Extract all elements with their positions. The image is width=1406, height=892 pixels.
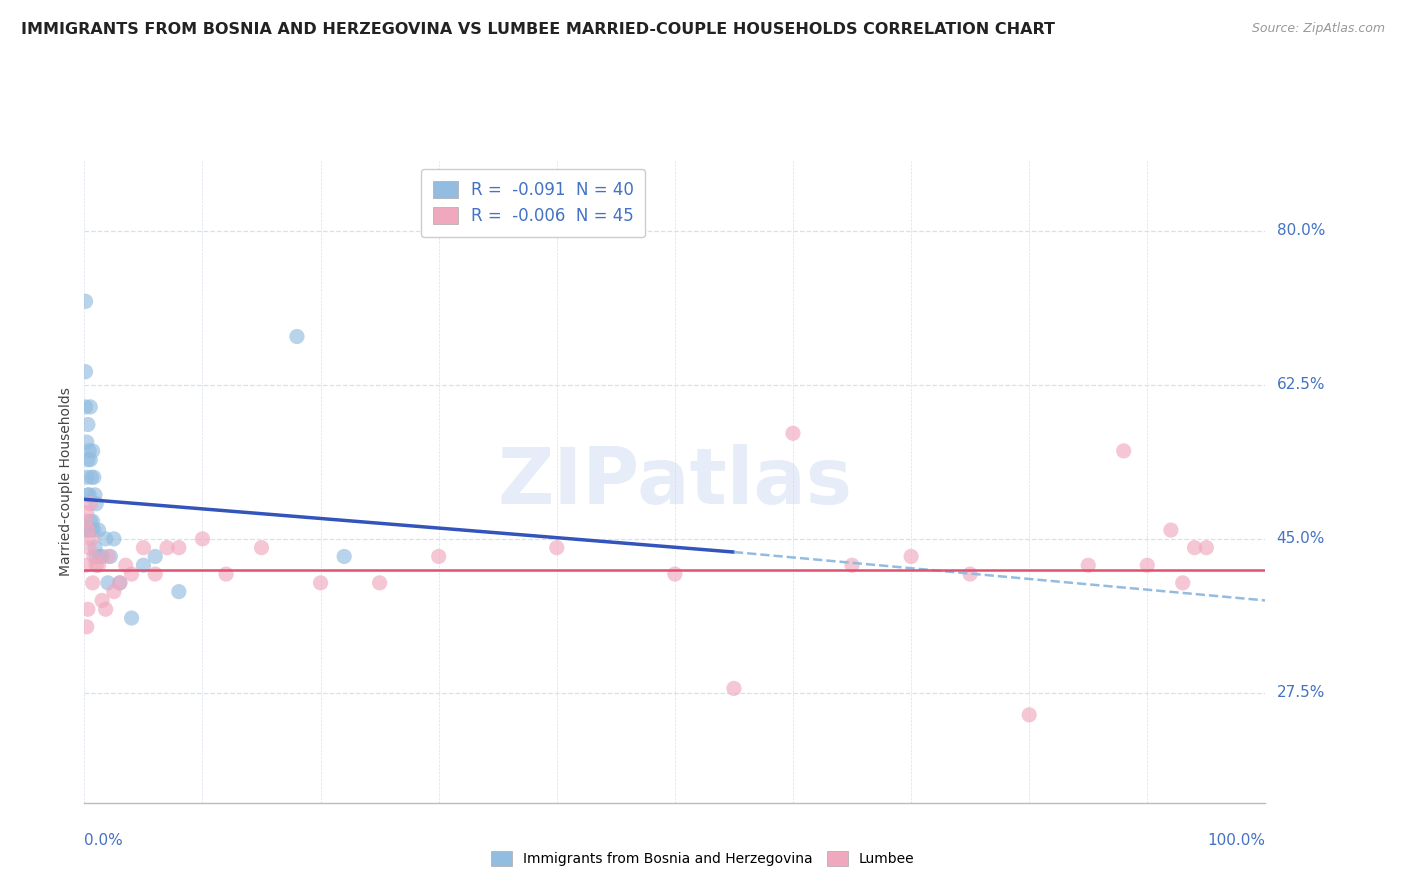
Point	[167, 541, 190, 555]
Point	[80, 523, 103, 537]
Point	[80, 470, 103, 484]
Point	[94, 532, 117, 546]
Point	[82, 575, 104, 590]
Point	[215, 567, 238, 582]
Point	[103, 584, 125, 599]
Point	[156, 541, 179, 555]
Point	[91, 593, 114, 607]
Point	[83, 470, 105, 484]
Point	[76, 470, 98, 484]
Point	[75, 558, 97, 573]
Point	[75, 400, 97, 414]
Point	[900, 549, 922, 564]
Point	[285, 329, 308, 343]
Point	[1184, 541, 1206, 555]
Point	[333, 549, 356, 564]
Text: ZIPatlas: ZIPatlas	[498, 443, 852, 520]
Point	[76, 506, 98, 520]
Point	[1077, 558, 1099, 573]
Point	[309, 575, 332, 590]
Point	[114, 558, 136, 573]
Point	[79, 452, 101, 467]
Point	[77, 523, 100, 537]
Text: 27.5%: 27.5%	[1277, 685, 1324, 700]
Text: IMMIGRANTS FROM BOSNIA AND HERZEGOVINA VS LUMBEE MARRIED-COUPLE HOUSEHOLDS CORRE: IMMIGRANTS FROM BOSNIA AND HERZEGOVINA V…	[21, 22, 1054, 37]
Point	[91, 549, 114, 564]
Point	[782, 426, 804, 441]
Point	[143, 567, 166, 582]
Point	[94, 602, 117, 616]
Point	[103, 532, 125, 546]
Point	[108, 575, 131, 590]
Point	[1171, 575, 1194, 590]
Point	[368, 575, 391, 590]
Point	[143, 549, 166, 564]
Point	[97, 575, 120, 590]
Point	[959, 567, 981, 582]
Point	[87, 523, 110, 537]
Point	[97, 549, 120, 564]
Point	[1136, 558, 1159, 573]
Point	[1195, 541, 1218, 555]
Point	[79, 400, 101, 414]
Y-axis label: Married-couple Households: Married-couple Households	[59, 387, 73, 576]
Point	[546, 541, 568, 555]
Point	[82, 443, 104, 458]
Point	[250, 541, 273, 555]
Point	[84, 488, 107, 502]
Point	[79, 497, 101, 511]
Point	[75, 294, 97, 309]
Point	[77, 488, 100, 502]
Point	[76, 523, 98, 537]
Point	[76, 435, 98, 450]
Point	[121, 567, 143, 582]
Legend: R =  -0.091  N = 40, R =  -0.006  N = 45: R = -0.091 N = 40, R = -0.006 N = 45	[420, 169, 645, 237]
Point	[79, 514, 101, 528]
Text: 100.0%: 100.0%	[1208, 833, 1265, 848]
Text: 62.5%: 62.5%	[1277, 377, 1324, 392]
Point	[75, 365, 97, 379]
Text: 0.0%: 0.0%	[84, 833, 124, 848]
Point	[83, 523, 105, 537]
Point	[82, 514, 104, 528]
Point	[121, 611, 143, 625]
Point	[132, 541, 155, 555]
Point	[83, 549, 105, 564]
Point	[167, 584, 190, 599]
Point	[77, 602, 100, 616]
Point	[84, 549, 107, 564]
Text: Source: ZipAtlas.com: Source: ZipAtlas.com	[1251, 22, 1385, 36]
Point	[1018, 707, 1040, 722]
Text: 80.0%: 80.0%	[1277, 223, 1324, 238]
Point	[427, 549, 450, 564]
Text: 45.0%: 45.0%	[1277, 532, 1324, 547]
Point	[76, 620, 98, 634]
Point	[80, 532, 103, 546]
Point	[132, 558, 155, 573]
Point	[77, 523, 100, 537]
Point	[77, 488, 100, 502]
Point	[84, 558, 107, 573]
Point	[1112, 443, 1135, 458]
Point	[77, 541, 100, 555]
Point	[723, 681, 745, 696]
Point	[98, 549, 121, 564]
Point	[841, 558, 863, 573]
Point	[77, 523, 100, 537]
Point	[87, 558, 110, 573]
Point	[84, 497, 107, 511]
Point	[191, 532, 214, 546]
Legend: Immigrants from Bosnia and Herzegovina, Lumbee: Immigrants from Bosnia and Herzegovina, …	[486, 846, 920, 871]
Point	[77, 452, 100, 467]
Point	[75, 514, 97, 528]
Point	[664, 567, 686, 582]
Point	[108, 575, 131, 590]
Point	[84, 541, 107, 555]
Point	[77, 443, 100, 458]
Point	[89, 549, 111, 564]
Point	[77, 417, 100, 432]
Point	[1160, 523, 1182, 537]
